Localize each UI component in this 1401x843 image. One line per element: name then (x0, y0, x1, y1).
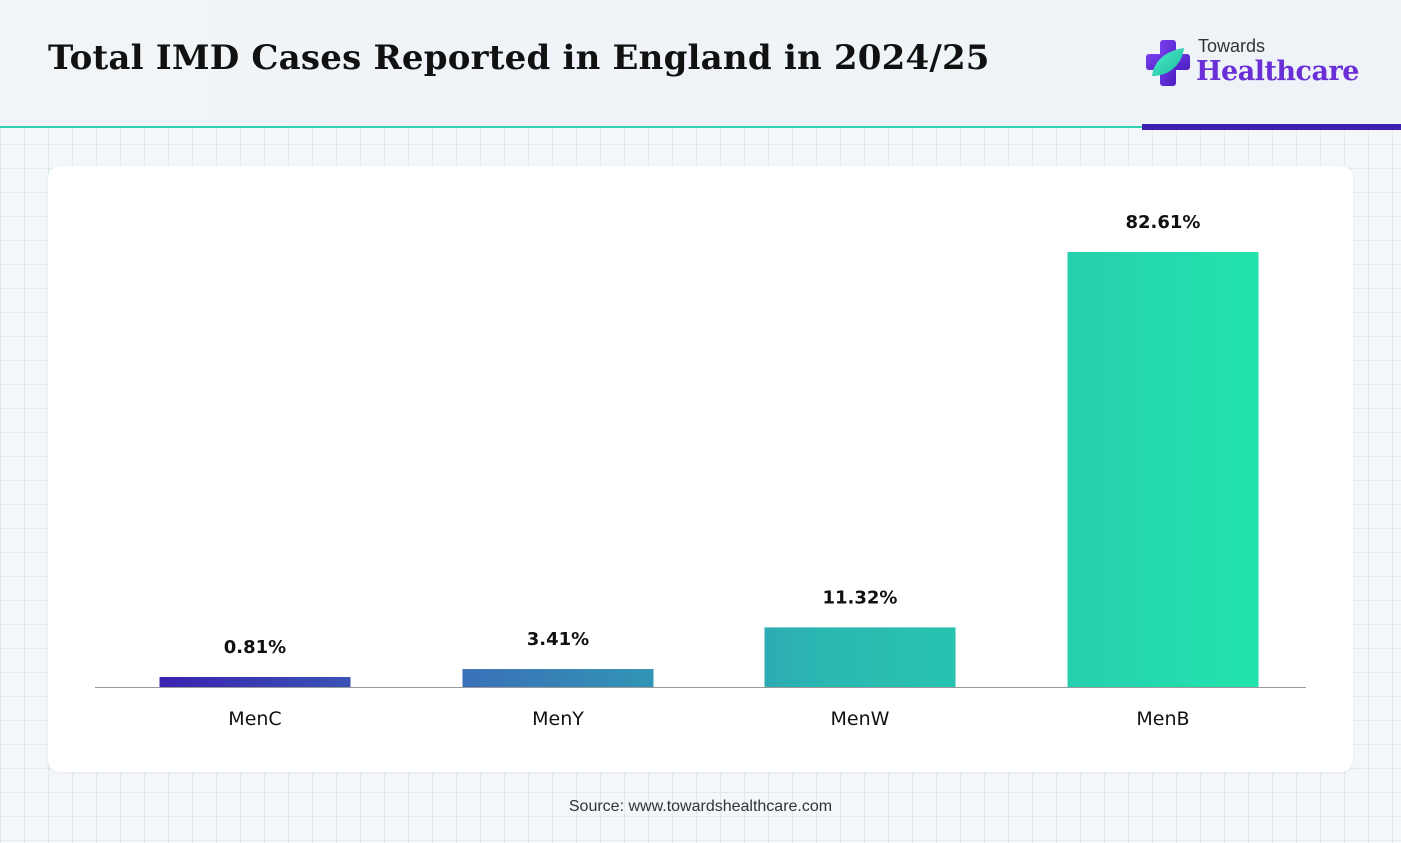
bar-chart: 0.81% MenC 3.41% MenY 11.32% MenW 82.61% MenB (95, 212, 1306, 730)
healthcare-cross-icon (1146, 40, 1190, 86)
header-divider-teal (0, 126, 1142, 128)
data-label-meny: 3.41% (527, 629, 589, 650)
bar-meny (462, 669, 654, 687)
source-note: Source: www.towardshealthcare.com (568, 798, 833, 815)
bar-menw (764, 627, 956, 687)
bar-menc (159, 677, 351, 687)
bar-menb (1067, 252, 1259, 687)
header-divider-purple (1142, 124, 1401, 130)
logo-text-top: Towards (1198, 36, 1266, 56)
x-tick-label-menc: MenC (228, 708, 281, 730)
x-tick-label-menb: MenB (1136, 708, 1189, 730)
data-label-menb: 82.61% (1126, 212, 1201, 233)
header: Total IMD Cases Reported in England in 2… (0, 0, 1401, 126)
data-label-menw: 11.32% (823, 587, 898, 608)
logo-text-bottom: Healthcare (1196, 56, 1359, 87)
chart-card: 0.81% MenC 3.41% MenY 11.32% MenW 82.61% MenB (48, 166, 1353, 772)
x-tick-label-menw: MenW (831, 708, 890, 730)
x-tick-label-meny: MenY (532, 708, 584, 730)
brand-logo: Towards Healthcare (1144, 34, 1374, 96)
data-label-menc: 0.81% (224, 637, 286, 658)
page-title: Total IMD Cases Reported in England in 2… (48, 38, 990, 78)
